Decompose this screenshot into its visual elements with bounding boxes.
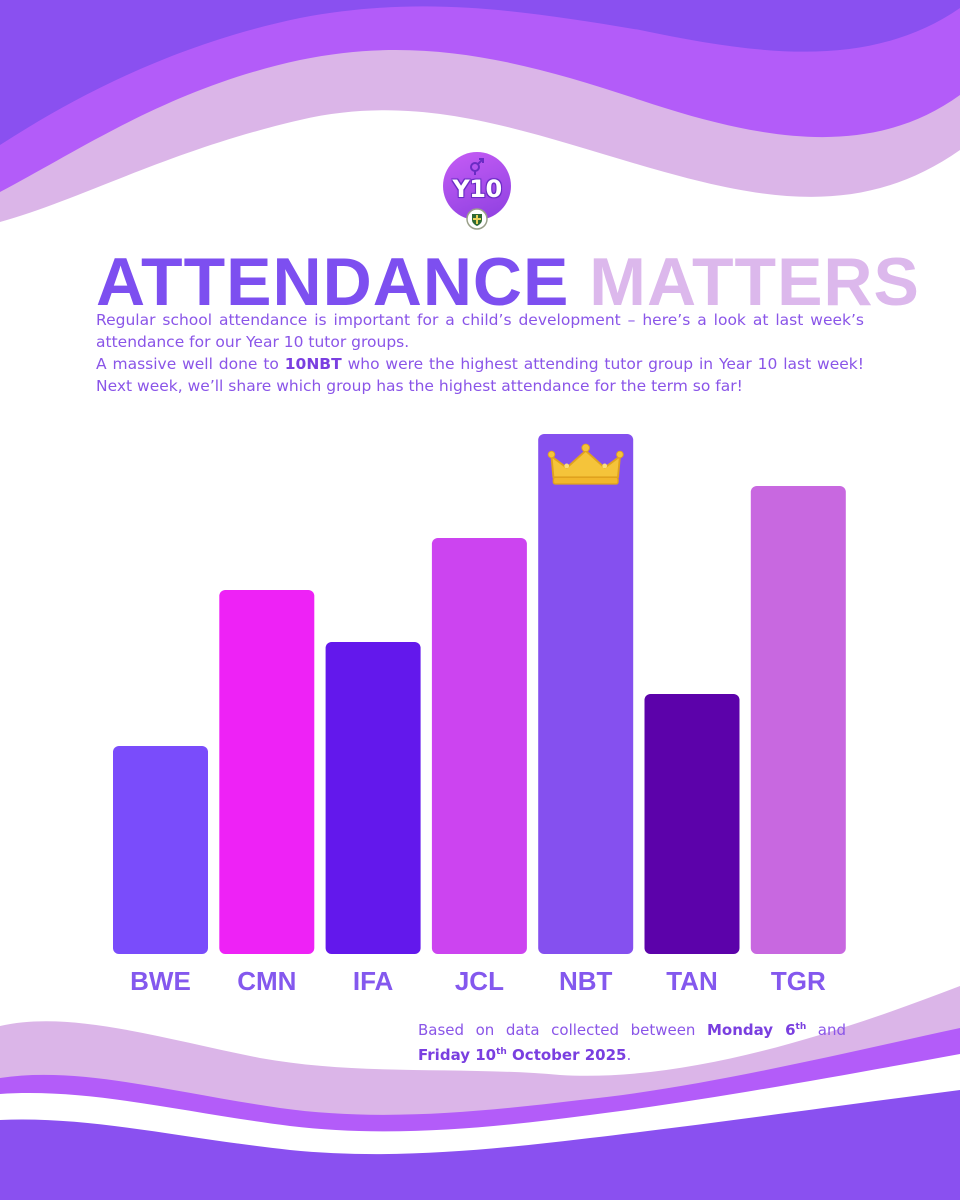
bar-jcl bbox=[431, 538, 527, 954]
bar-cmn bbox=[219, 590, 315, 954]
intro-paragraph-2: A massive well done to 10NBT who were th… bbox=[96, 353, 864, 397]
bar-tgr bbox=[750, 486, 846, 954]
footnote-month-year: October 2025 bbox=[506, 1046, 627, 1064]
page-title: ATTENDANCE MATTERS bbox=[96, 244, 919, 320]
tick-label-cmn: CMN bbox=[237, 966, 296, 996]
bar-ifa bbox=[325, 642, 421, 954]
data-source-footnote: Based on data collected between Monday 6… bbox=[418, 1016, 846, 1066]
crown-icon bbox=[547, 443, 624, 485]
footnote-day2: Friday 10 bbox=[418, 1046, 497, 1064]
intro-text-pre: A massive well done to bbox=[96, 355, 285, 373]
bars-group bbox=[113, 434, 846, 954]
tick-label-tgr: TGR bbox=[771, 966, 826, 996]
footnote-day1-suffix: th bbox=[795, 1022, 807, 1032]
bar-nbt bbox=[538, 434, 634, 954]
top-wave-purple bbox=[0, 0, 960, 145]
badge-label: Y10 bbox=[452, 175, 502, 203]
title-part-matters: MATTERS bbox=[589, 244, 920, 320]
highlight-group-name: 10NBT bbox=[284, 355, 342, 373]
footnote-start-date: Monday 6th bbox=[707, 1021, 806, 1039]
tick-label-bwe: BWE bbox=[130, 966, 191, 996]
bottom-wave-purple bbox=[0, 1090, 960, 1200]
intro-text: Regular school attendance is important f… bbox=[96, 309, 864, 397]
footnote-pre: Based on data collected between bbox=[418, 1021, 707, 1039]
tick-label-jcl: JCL bbox=[455, 966, 504, 996]
bar-bwe bbox=[113, 746, 208, 954]
tick-label-nbt: NBT bbox=[559, 966, 613, 996]
tick-labels-group: BWE CMN IFA JCL NBT TAN TGR bbox=[130, 966, 826, 996]
top-wave-violet bbox=[0, 0, 960, 192]
footnote-day1: Monday 6 bbox=[706, 1021, 796, 1039]
tick-label-tan: TAN bbox=[666, 966, 718, 996]
footnote-mid: and bbox=[806, 1021, 846, 1039]
footnote-end: . bbox=[626, 1046, 632, 1064]
gender-symbol-icon bbox=[470, 158, 484, 175]
footnote-day2-suffix: th bbox=[496, 1047, 507, 1057]
intro-text-post: who were the highest attending tutor gro… bbox=[96, 355, 864, 395]
year-badge: Y10 bbox=[443, 152, 511, 220]
tick-label-ifa: IFA bbox=[353, 966, 394, 996]
school-crest-icon bbox=[466, 208, 488, 230]
intro-paragraph-1: Regular school attendance is important f… bbox=[96, 311, 864, 351]
footnote-end-date: Friday 10th October 2025 bbox=[418, 1046, 626, 1064]
title-part-attendance: ATTENDANCE bbox=[96, 244, 570, 320]
bar-tan bbox=[644, 694, 740, 954]
